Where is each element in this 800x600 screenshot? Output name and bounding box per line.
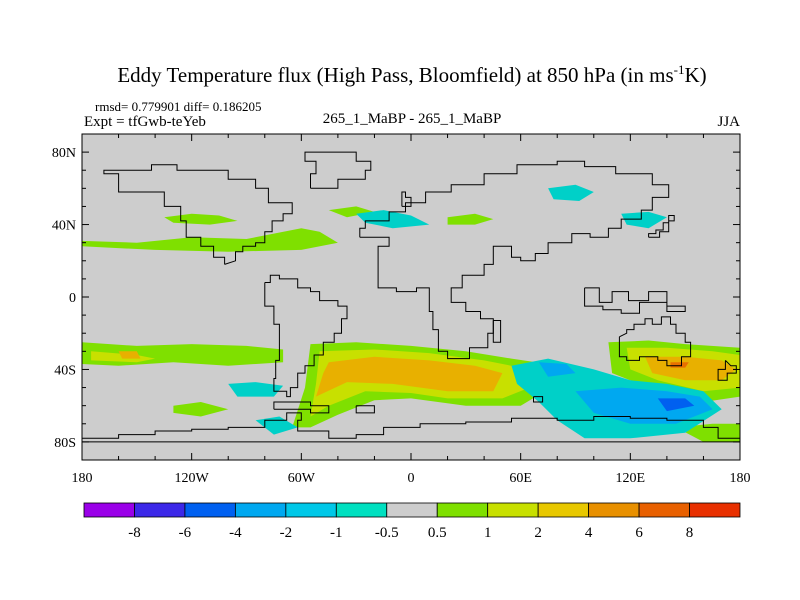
lon-tick-label: 0 [408,471,415,486]
colorbar-swatch [134,502,186,518]
axis-ticks: 80N 40N 0 40S 80S 180 120W 60W 0 60E 120E 180 [52,134,751,486]
center-label: 265_1_MaBP - 265_1_MaBP [323,111,502,127]
lon-tick-label: 180 [730,471,751,486]
contour-fill-region [173,402,229,417]
lon-tick-label: 120E [616,471,646,486]
figure-title: Eddy Temperature flux (High Pass, Bloomf… [117,62,706,87]
title-main: Eddy Temperature flux (High Pass, Bloomf… [117,63,673,87]
coastline [492,320,502,343]
colorbar-label: -6 [179,525,192,541]
coastline [648,215,675,238]
lon-tick-label: 120W [175,471,210,486]
colorbar-swatch [588,502,640,518]
colorbar-swatch [487,502,539,518]
season-label: JJA [717,114,740,130]
contour-fill-region [328,206,375,218]
title-end: K) [684,63,706,87]
colorbar-swatch [285,502,337,518]
colorbar-label: -2 [280,525,293,541]
colorbar-swatch [335,502,388,518]
lon-tick-label: 60W [288,471,316,486]
contour-fill-region [575,387,713,424]
coastline [82,412,740,439]
colorbar-swatch [537,502,590,518]
lat-tick-label: 0 [69,291,76,306]
contour-fill-region [118,351,141,359]
contour-fill-region [164,213,238,225]
colorbar-label: 4 [585,525,593,541]
lat-tick-label: 40S [54,363,76,378]
colorbar-label: 1 [484,525,492,541]
lat-tick-label: 80S [54,436,76,451]
colorbar-swatch [386,502,438,518]
contour-fill-region [316,356,503,397]
colorbar-label: 0.5 [428,525,447,541]
coastline [273,401,330,414]
colorbar-swatch [234,502,287,518]
colorbar-swatch [689,502,741,518]
colorbar: -8 -6 -4 -2 -1 -0.5 0.5 1 2 4 6 8 [83,502,741,541]
contour-fill-region [82,228,338,252]
contour-fill-region [645,356,737,381]
colorbar-label: -4 [229,525,242,541]
coastline [618,316,692,367]
stats-label: rmsd= 0.779901 diff= 0.186205 [95,99,261,114]
coastline [103,164,293,265]
colorbar-label: 8 [686,525,694,541]
contour-fill-region [621,211,667,229]
colorbar-label: 2 [534,525,542,541]
lon-tick-label: 180 [72,471,93,486]
coastline [264,274,348,398]
coastline [717,360,737,381]
contour-fill-region [255,416,298,435]
contour-fill-region [356,210,430,229]
lat-tick-label: 80N [52,146,76,161]
colorbar-swatch [638,502,690,518]
lon-tick-label: 60E [509,471,532,486]
colorbar-label: -1 [330,525,343,541]
contour-fill-region [447,213,494,225]
coastline [304,151,372,189]
title-superscript: -1 [674,62,685,77]
coastline [359,160,670,360]
expt-label: Expt = tfGwb-teYeb [84,114,206,130]
contour-fill-region [657,398,695,412]
coastline [584,287,686,314]
colorbar-swatch [83,502,135,518]
lat-tick-label: 40N [52,219,76,234]
colorbar-label: -8 [128,525,141,541]
colorbar-label: 6 [635,525,643,541]
colorbar-swatch [184,502,236,518]
coastline [355,405,375,414]
colorbar-label: -0.5 [375,525,399,541]
contour-fill-region [538,362,576,377]
colorbar-swatch [436,502,489,518]
contour-fill-region [228,382,284,397]
coastline [401,191,412,207]
contour-fill-region [548,184,594,201]
coastlines [82,151,740,443]
coastline [533,396,544,403]
